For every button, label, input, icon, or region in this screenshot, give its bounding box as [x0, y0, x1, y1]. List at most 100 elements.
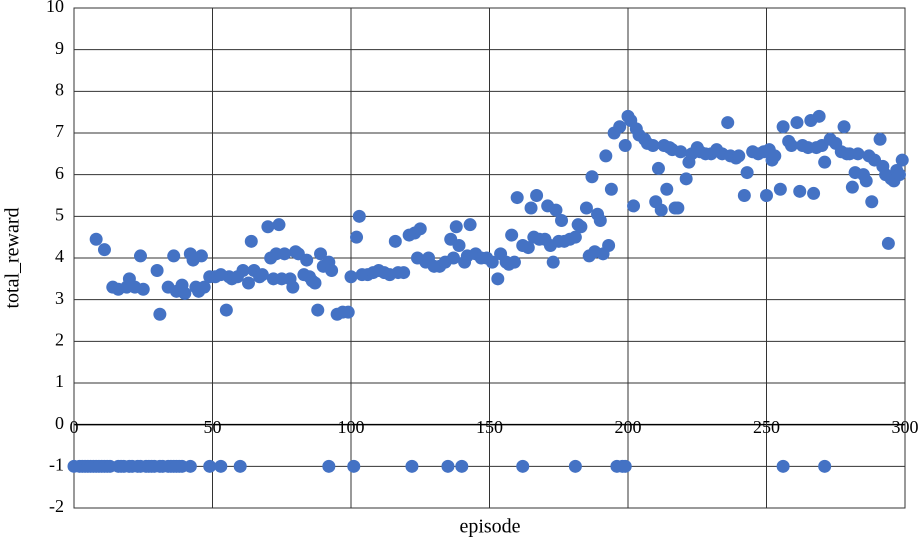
- point: [521, 241, 535, 255]
- point: [546, 255, 560, 269]
- point: [153, 307, 167, 321]
- point: [768, 149, 782, 163]
- y-tick-label: 0: [55, 413, 64, 433]
- plot-border: [73, 7, 906, 509]
- y-tick-label: 6: [55, 163, 64, 183]
- point: [278, 247, 292, 261]
- point: [446, 251, 460, 265]
- point: [255, 268, 269, 282]
- point: [807, 186, 821, 200]
- point: [651, 161, 665, 175]
- point: [568, 459, 582, 473]
- point: [485, 255, 499, 269]
- y-tick-label: 5: [55, 204, 64, 224]
- point: [732, 149, 746, 163]
- point: [873, 132, 887, 146]
- point: [776, 120, 790, 134]
- point: [272, 218, 286, 232]
- point: [214, 459, 228, 473]
- point: [585, 170, 599, 184]
- point: [721, 116, 735, 130]
- point: [671, 201, 685, 215]
- point: [510, 191, 524, 205]
- point: [97, 243, 111, 257]
- x-tick-label: 50: [204, 417, 222, 437]
- point: [452, 239, 466, 252]
- point: [352, 209, 366, 223]
- point: [397, 266, 411, 280]
- y-tick-label: -2: [49, 496, 64, 516]
- point: [150, 264, 164, 277]
- y-tick-label: -1: [49, 454, 64, 474]
- point: [602, 239, 616, 252]
- point: [441, 459, 455, 473]
- point: [892, 168, 906, 182]
- point: [314, 247, 328, 261]
- point: [325, 264, 339, 277]
- point: [203, 459, 217, 473]
- point: [505, 228, 519, 242]
- point: [618, 459, 632, 473]
- point: [851, 147, 865, 161]
- point: [555, 214, 569, 227]
- y-tick-label: 2: [55, 329, 64, 349]
- x-tick-label: 100: [338, 417, 365, 437]
- point: [507, 255, 521, 269]
- point: [197, 280, 211, 294]
- point: [760, 189, 773, 202]
- point: [646, 139, 660, 152]
- point: [311, 303, 325, 317]
- point: [449, 220, 463, 234]
- point: [574, 220, 588, 234]
- point: [895, 153, 909, 167]
- point: [740, 166, 754, 180]
- y-tick-label: 10: [46, 0, 64, 16]
- point: [568, 230, 582, 244]
- point: [455, 459, 469, 473]
- point: [524, 201, 538, 215]
- point: [845, 180, 859, 194]
- point: [219, 303, 233, 317]
- point: [818, 459, 832, 473]
- point: [516, 459, 530, 473]
- point: [627, 199, 641, 213]
- point: [773, 182, 787, 196]
- point: [790, 116, 804, 130]
- point: [793, 184, 807, 198]
- x-tick-label: 150: [476, 417, 503, 437]
- point: [244, 234, 258, 248]
- point: [344, 270, 358, 284]
- point: [530, 189, 544, 202]
- x-tick-label: 250: [753, 417, 780, 437]
- point: [242, 276, 256, 290]
- x-tick-label: 200: [615, 417, 642, 437]
- point: [136, 282, 150, 296]
- point: [593, 214, 607, 227]
- point: [679, 172, 693, 186]
- point: [194, 249, 208, 263]
- point: [388, 234, 402, 248]
- x-axis-title: episode: [459, 516, 520, 538]
- point: [818, 155, 832, 169]
- point: [618, 139, 632, 152]
- point: [286, 280, 300, 294]
- point: [604, 182, 618, 196]
- point: [579, 201, 593, 215]
- point: [300, 253, 314, 267]
- point: [322, 459, 336, 473]
- point: [308, 276, 322, 290]
- point: [167, 249, 181, 263]
- y-tick-label: 9: [55, 38, 64, 58]
- point: [233, 459, 247, 473]
- point: [89, 232, 103, 246]
- point: [133, 249, 147, 263]
- point: [881, 236, 895, 250]
- y-axis-title: total_reward: [2, 207, 24, 308]
- point: [347, 459, 361, 473]
- point: [183, 459, 197, 473]
- y-tick-label: 1: [55, 371, 64, 391]
- point: [837, 120, 851, 134]
- point: [549, 203, 563, 217]
- point: [865, 195, 879, 209]
